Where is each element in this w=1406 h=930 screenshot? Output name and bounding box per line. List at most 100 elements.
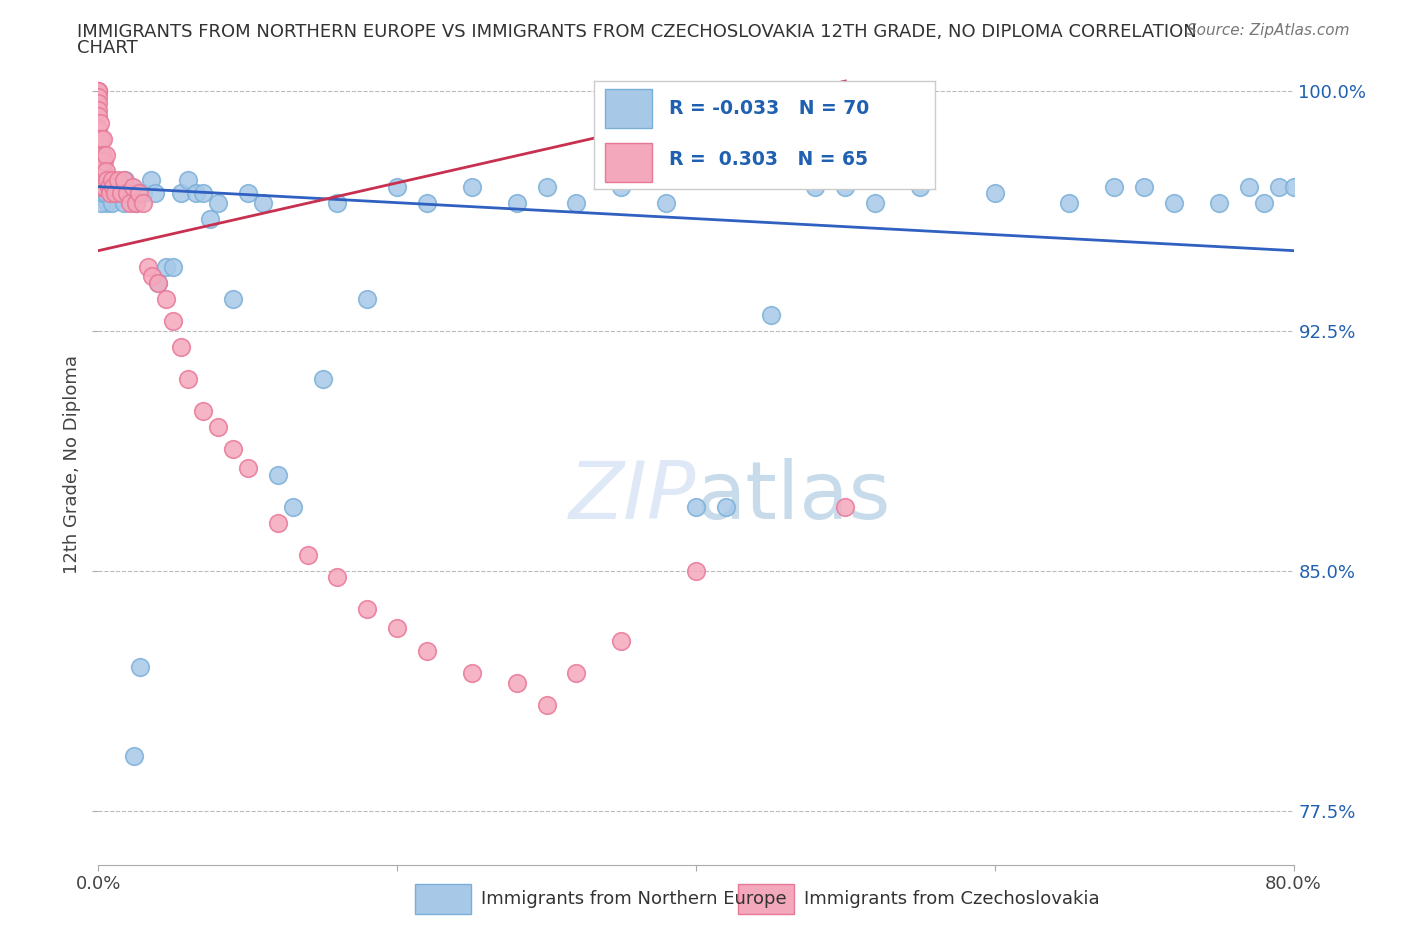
Point	[101, 195, 124, 210]
Point	[461, 666, 484, 681]
Point	[93, 179, 115, 194]
Y-axis label: 12th Grade, No Diploma: 12th Grade, No Diploma	[63, 355, 82, 575]
Point	[685, 564, 707, 578]
Point	[191, 186, 214, 201]
Point	[136, 259, 159, 274]
Point	[356, 291, 378, 306]
Point	[565, 666, 588, 681]
Point	[89, 115, 111, 130]
Point	[1267, 179, 1289, 194]
Point	[141, 269, 163, 284]
Text: Immigrants from Northern Europe: Immigrants from Northern Europe	[481, 890, 786, 909]
Point	[162, 313, 184, 328]
Point	[125, 195, 148, 210]
Text: CHART: CHART	[77, 39, 138, 57]
Text: Immigrants from Czechoslovakia: Immigrants from Czechoslovakia	[804, 890, 1099, 909]
Point	[252, 195, 274, 210]
Point	[236, 460, 259, 475]
Point	[89, 147, 111, 162]
Point	[93, 173, 115, 188]
Point	[132, 186, 155, 201]
Point	[1253, 195, 1275, 210]
Point	[91, 131, 114, 146]
Point	[177, 173, 200, 188]
Point	[94, 192, 117, 206]
Point	[139, 173, 162, 188]
Point	[94, 147, 117, 162]
Point	[96, 195, 118, 210]
Point	[87, 89, 110, 104]
Point	[865, 195, 887, 210]
Text: Source: ZipAtlas.com: Source: ZipAtlas.com	[1187, 23, 1350, 38]
Text: atlas: atlas	[696, 458, 890, 536]
Point	[97, 173, 120, 188]
Point	[267, 467, 290, 482]
Point	[118, 195, 141, 210]
Point	[90, 179, 112, 194]
Point	[93, 173, 115, 188]
Point	[87, 147, 110, 162]
Point	[207, 419, 229, 434]
Point	[356, 602, 378, 617]
Point	[87, 96, 110, 111]
Point	[87, 84, 110, 99]
Point	[112, 195, 135, 210]
Point	[908, 179, 931, 194]
Point	[834, 179, 856, 194]
Point	[104, 186, 127, 201]
Point	[148, 275, 170, 290]
Point	[132, 195, 155, 210]
Point	[93, 153, 115, 168]
Point	[1282, 179, 1305, 194]
Point	[714, 499, 737, 514]
Point	[125, 195, 148, 210]
Point	[98, 173, 122, 188]
Point	[385, 179, 409, 194]
Point	[1208, 195, 1230, 210]
Point	[89, 131, 111, 146]
Point	[91, 186, 114, 201]
Point	[98, 186, 122, 201]
Point	[91, 164, 114, 179]
Point	[115, 186, 138, 201]
Point	[834, 499, 856, 514]
Point	[120, 179, 142, 194]
Point	[416, 644, 439, 658]
Point	[87, 109, 110, 124]
Point	[148, 275, 170, 290]
Point	[416, 195, 439, 210]
Point	[326, 569, 349, 584]
Point	[101, 173, 124, 188]
Point	[311, 371, 333, 386]
Point	[536, 698, 558, 712]
Point	[108, 176, 131, 191]
Point	[117, 186, 139, 201]
Point	[129, 659, 152, 674]
Point	[87, 102, 110, 117]
Point	[103, 179, 125, 194]
Point	[90, 164, 112, 179]
Point	[169, 339, 191, 354]
Point	[87, 122, 110, 137]
Point	[89, 164, 111, 179]
Point	[103, 186, 125, 201]
Text: IMMIGRANTS FROM NORTHERN EUROPE VS IMMIGRANTS FROM CZECHOSLOVAKIA 12TH GRADE, NO: IMMIGRANTS FROM NORTHERN EUROPE VS IMMIG…	[77, 23, 1197, 41]
Point	[121, 179, 143, 194]
Point	[177, 371, 200, 386]
Point	[281, 499, 304, 514]
Point	[90, 195, 112, 210]
Point	[1237, 179, 1260, 194]
Point	[297, 547, 319, 562]
Point	[155, 259, 177, 274]
Point	[685, 499, 707, 514]
Point	[506, 675, 529, 690]
Point	[200, 211, 222, 226]
Point	[169, 186, 191, 201]
Point	[94, 186, 117, 201]
Point	[759, 307, 782, 322]
Point	[87, 164, 110, 179]
Point	[90, 131, 112, 146]
Point	[1163, 195, 1185, 210]
Point	[89, 179, 111, 194]
Point	[536, 179, 558, 194]
